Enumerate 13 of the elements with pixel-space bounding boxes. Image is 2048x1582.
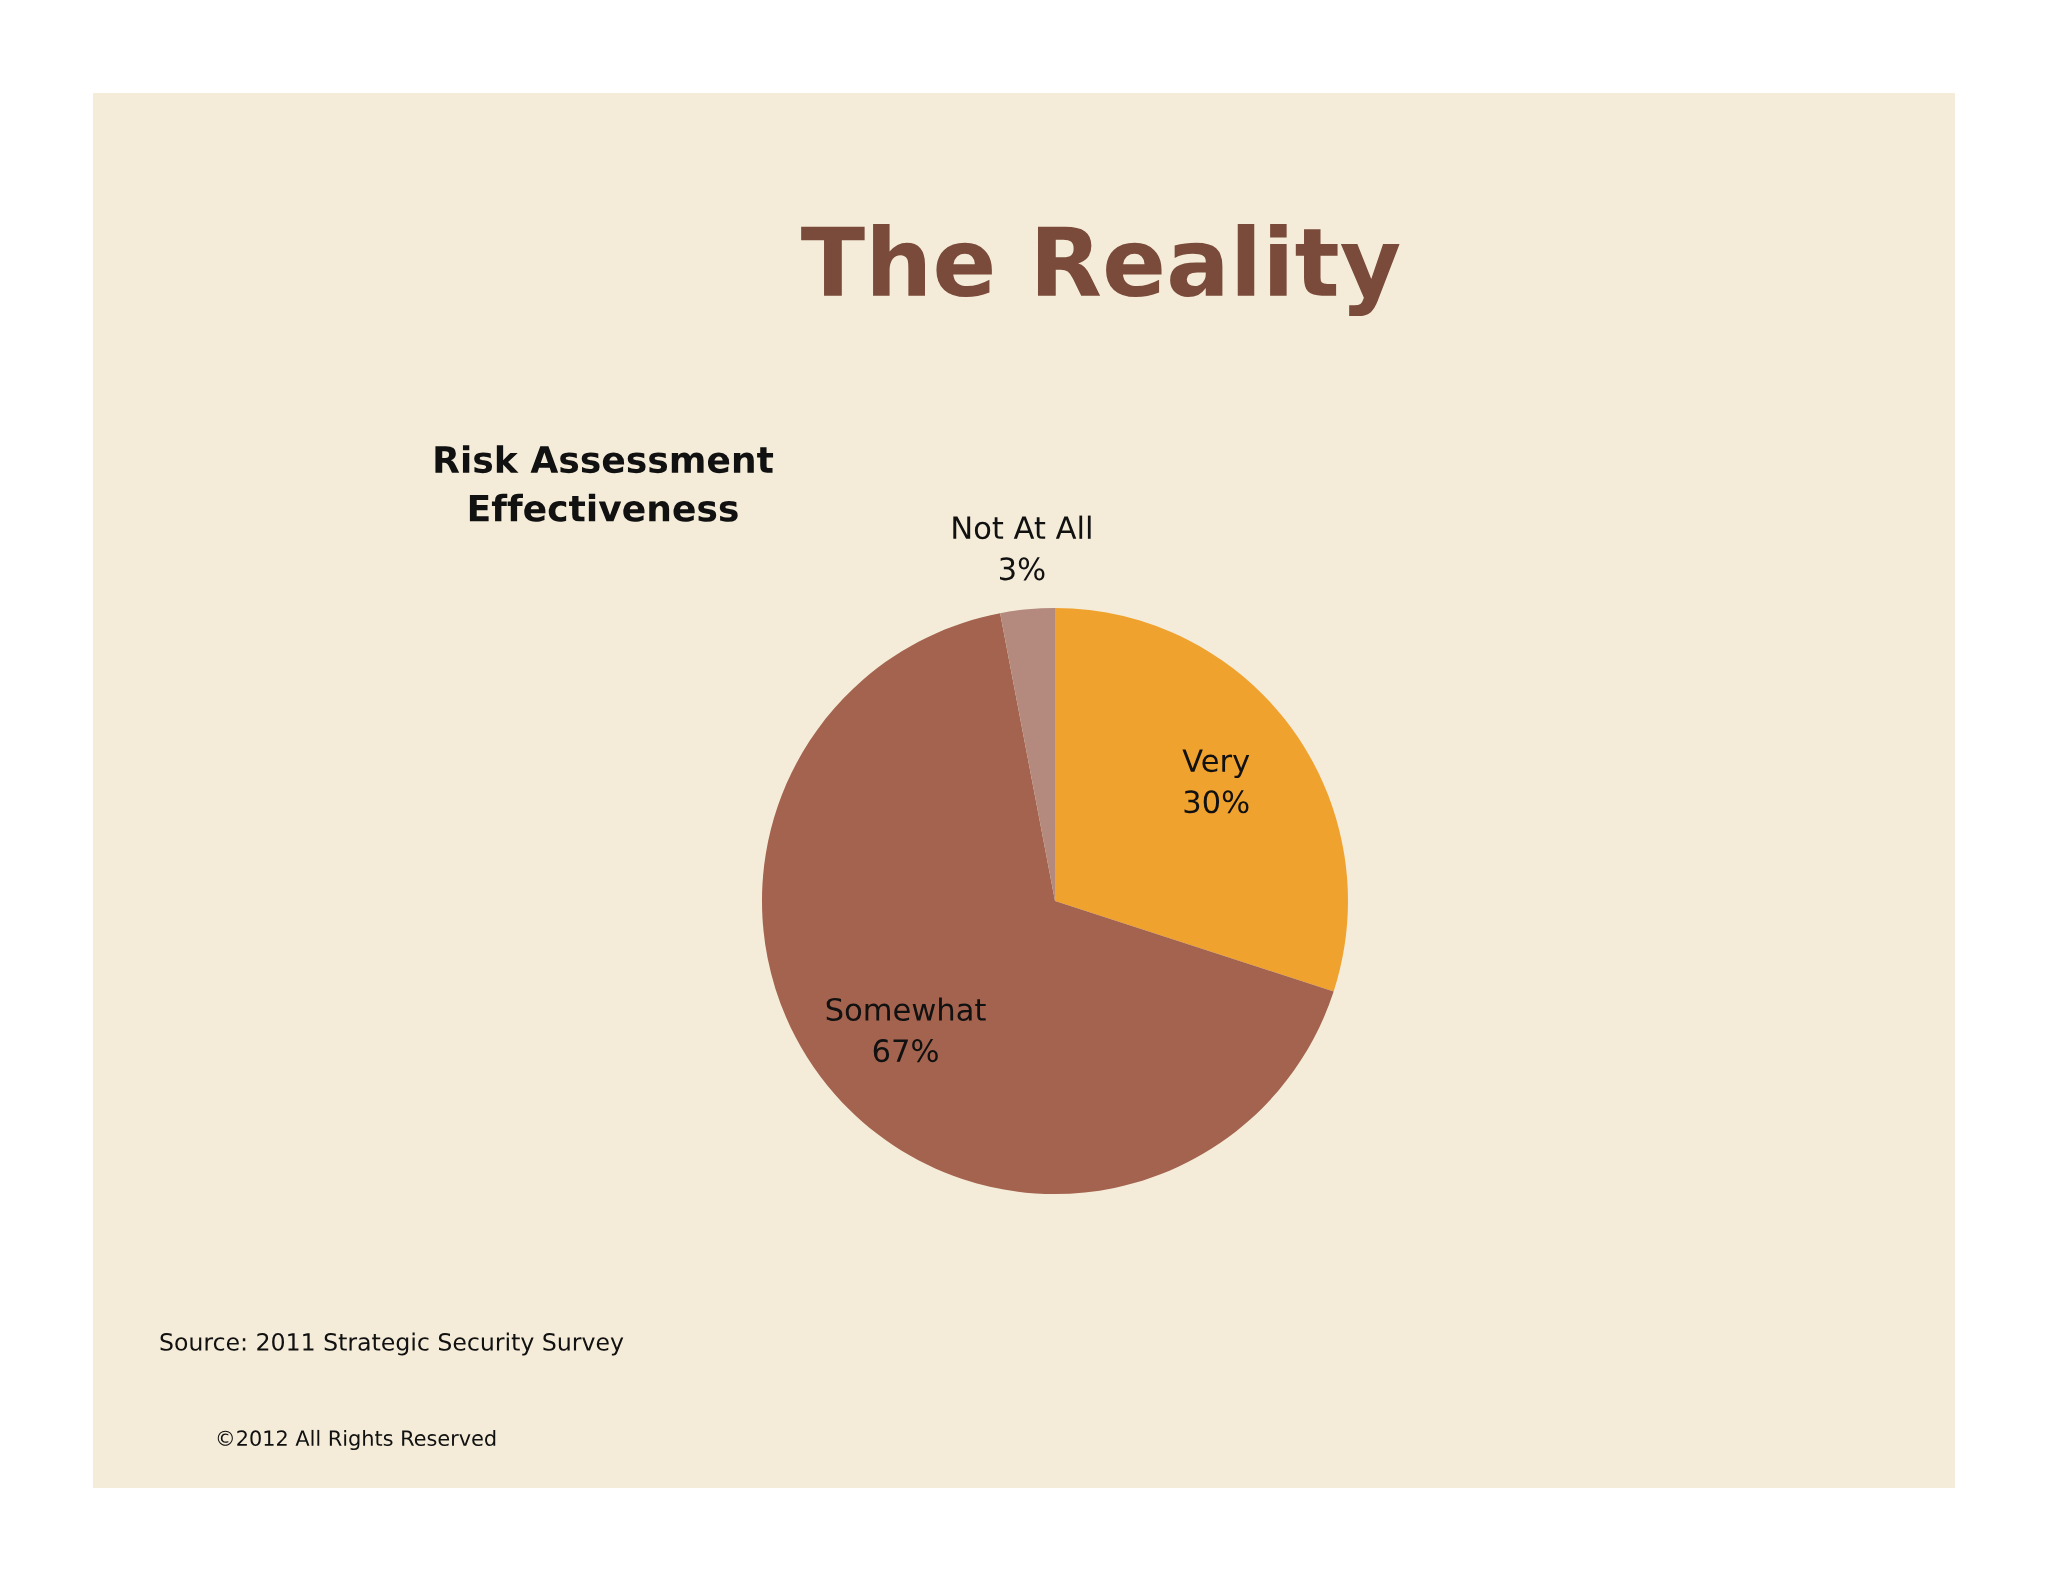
pie-slice (1055, 608, 1348, 992)
data-label: 30% (1184, 790, 1249, 814)
slice-label: Not At All (953, 515, 1091, 540)
data-label: 67% (873, 1039, 938, 1063)
chart-title: The Reality (801, 223, 1400, 317)
pie-slice (1000, 608, 1055, 901)
source-note: Source: 2011 Strategic Security Survey (160, 1332, 624, 1356)
data-label: 3% (1000, 557, 1045, 581)
text: ©2012 All Rights Reserved (217, 1429, 496, 1451)
slice-label: Very (1182, 749, 1250, 779)
pie-slice (762, 613, 1334, 1194)
slice-label: Somewhat (826, 997, 986, 1022)
chart-subtitle: Risk Assessment Effectiveness (435, 445, 774, 522)
